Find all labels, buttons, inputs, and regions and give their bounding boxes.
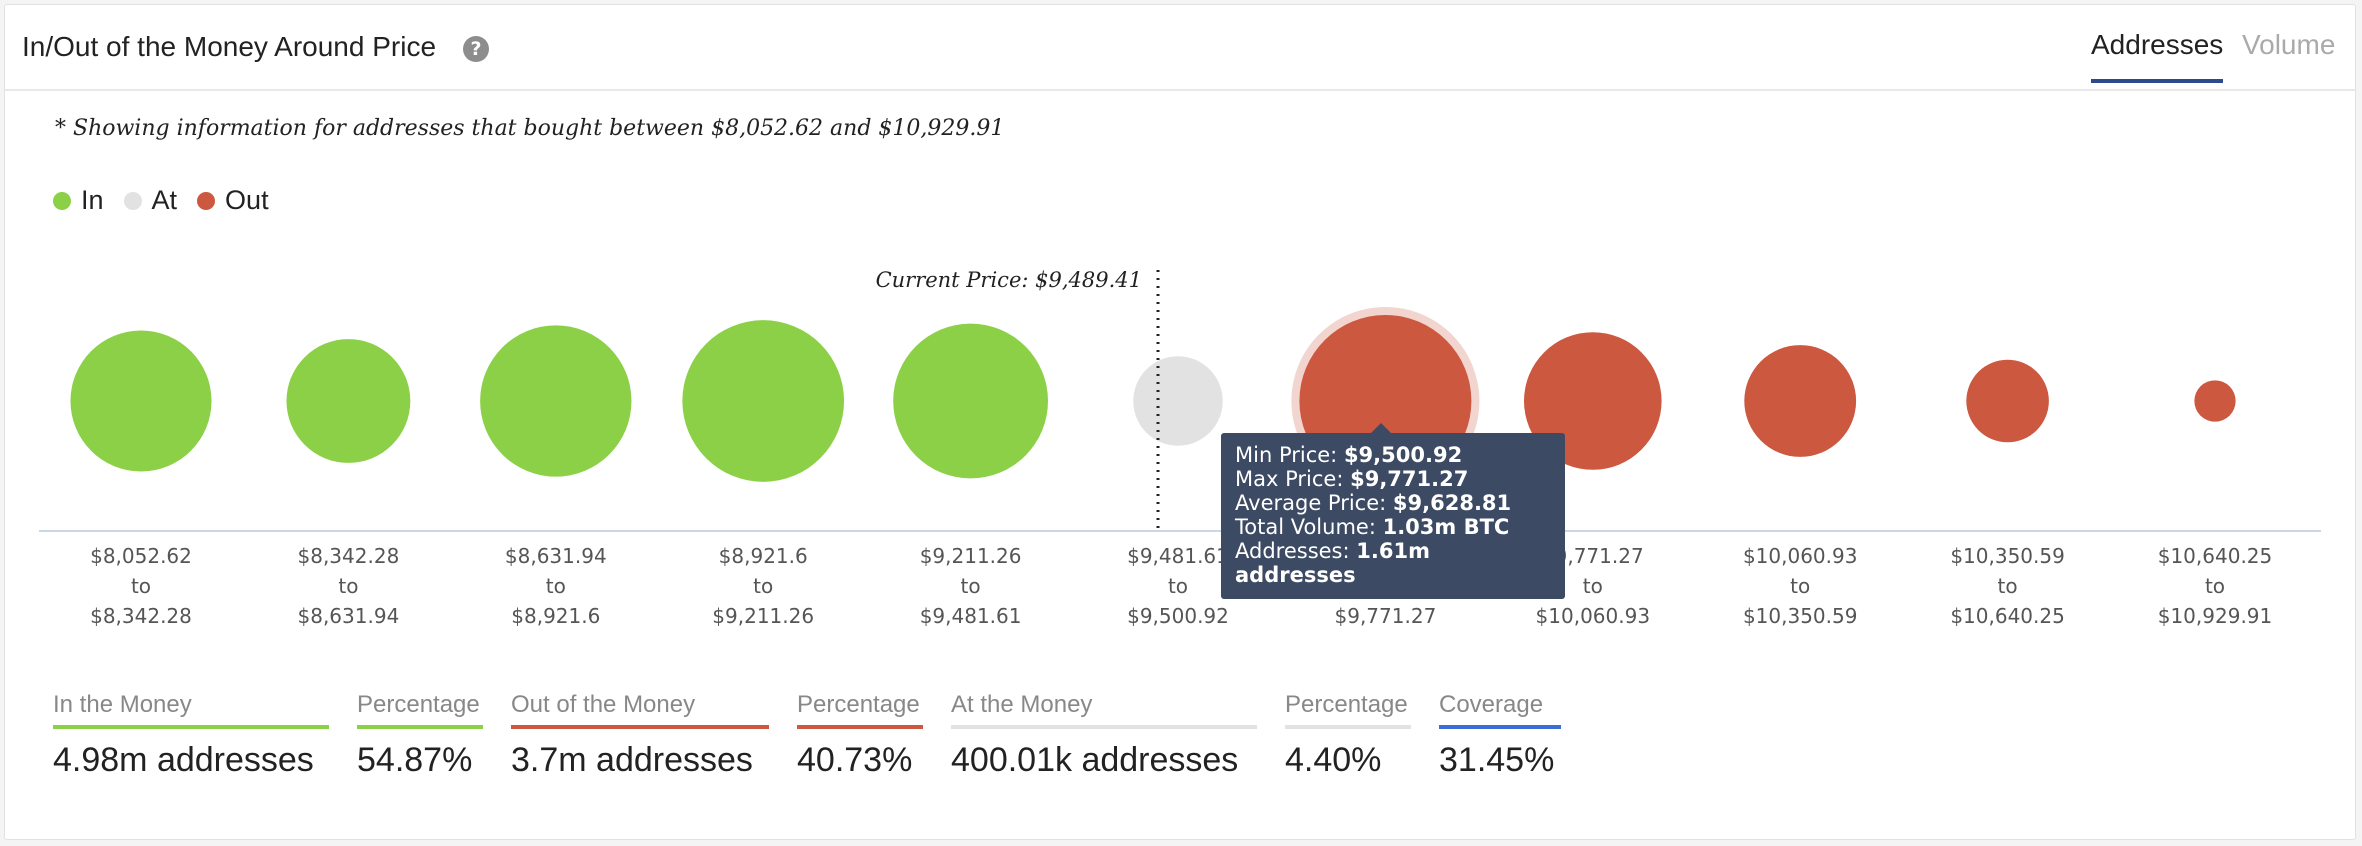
tick-label: $8,631.94	[505, 544, 607, 568]
tooltip-row-volume: Total Volume: 1.03m BTC	[1235, 515, 1510, 539]
tick-label: to	[546, 574, 566, 598]
tick-label: $9,211.26	[920, 544, 1022, 568]
stat-coverage: Coverage 31.45%	[1439, 691, 1561, 780]
tooltip-row-addresses: Addresses: 1.61m addresses	[1235, 539, 1430, 587]
tick-label: $10,350.59	[1743, 604, 1858, 628]
tick-label: $9,500.92	[1127, 604, 1229, 628]
stat-value: 3.7m addresses	[511, 741, 753, 779]
tab-volume[interactable]: Volume	[2242, 29, 2336, 60]
help-icon[interactable]: ?	[463, 36, 489, 62]
legend-item-in[interactable]: In	[53, 185, 104, 216]
current-price-label: Current Price: $9,489.41	[876, 268, 1142, 292]
tick-label: $10,060.93	[1743, 544, 1858, 568]
stat-value: 40.73%	[797, 741, 913, 779]
tick-label: $9,771.27	[1335, 604, 1437, 628]
tick-label: to	[1583, 574, 1603, 598]
tab-addresses[interactable]: Addresses	[2091, 29, 2224, 83]
stat-in-the-money: In the Money 4.98m addresses	[53, 691, 329, 780]
legend-label-out: Out	[225, 185, 269, 215]
tick-label: $8,052.62	[90, 544, 192, 568]
stat-label: Percentage	[357, 691, 483, 729]
tooltip-row-max: Max Price: $9,771.27	[1235, 467, 1469, 491]
stat-out-of-the-money: Out of the Money 3.7m addresses	[511, 691, 769, 780]
tooltip-row-min: Min Price: $9,500.92	[1235, 443, 1463, 467]
tick-label: to	[2205, 574, 2225, 598]
tooltip-row-avg: Average Price: $9,628.81	[1235, 491, 1512, 515]
tick-label: $9,481.61	[1127, 544, 1229, 568]
stat-value: 4.98m addresses	[53, 741, 314, 779]
page-title: In/Out of the Money Around Price	[22, 31, 437, 62]
tick-label: to	[338, 574, 358, 598]
legend-label-at: At	[151, 185, 178, 215]
legend-item-at[interactable]: At	[123, 185, 178, 216]
range-note: * Showing information for addresses that…	[55, 116, 1005, 141]
tick-label: to	[753, 574, 773, 598]
tick-label: to	[961, 574, 981, 598]
stat-label: Out of the Money	[511, 691, 769, 729]
bubble-in[interactable]	[70, 330, 212, 472]
stat-value: 400.01k addresses	[951, 741, 1239, 779]
stat-in-percentage: Percentage 54.87%	[357, 691, 483, 780]
stat-label: At the Money	[951, 691, 1257, 729]
legend-item-out[interactable]: Out	[197, 185, 269, 216]
tick-label: $9,481.61	[920, 604, 1022, 628]
tick-label: to	[1168, 574, 1188, 598]
bubble-at[interactable]	[1133, 356, 1223, 446]
tick-label: $8,342.28	[90, 604, 192, 628]
card-header: In/Out of the Money Around Price ? Addre…	[5, 5, 2355, 91]
stat-value: 4.40%	[1285, 741, 1382, 779]
bubble-in[interactable]	[480, 325, 632, 477]
stat-label: In the Money	[53, 691, 329, 729]
tick-label: $10,640.25	[2158, 544, 2273, 568]
legend-dot-at	[123, 191, 142, 210]
bubble-out[interactable]	[1744, 345, 1857, 457]
bubble-in[interactable]	[286, 339, 411, 463]
stat-value: 31.45%	[1439, 741, 1555, 779]
tick-label: $8,342.28	[298, 544, 400, 568]
tick-label: $9,211.26	[712, 604, 814, 628]
tick-label: $10,060.93	[1536, 604, 1651, 628]
legend-dot-in	[53, 191, 71, 210]
tick-label: $10,640.25	[1950, 604, 2065, 628]
stat-out-percentage: Percentage 40.73%	[797, 691, 923, 780]
stat-at-the-money: At the Money 400.01k addresses	[951, 691, 1257, 780]
bubble-out[interactable]	[2194, 380, 2236, 422]
stat-label: Coverage	[1439, 691, 1561, 729]
tick-label: to	[1790, 574, 1810, 598]
tick-label: $8,631.94	[298, 604, 400, 628]
tooltip-arrow	[1371, 423, 1391, 433]
legend-dot-out	[197, 191, 216, 210]
stat-label: Percentage	[797, 691, 923, 729]
stat-label: Percentage	[1285, 691, 1411, 729]
stat-value: 54.87%	[357, 741, 473, 779]
summary-stats: In the Money 4.98m addresses Percentage …	[53, 691, 1589, 780]
tick-label: $10,350.59	[1950, 544, 2065, 568]
tick-label: $10,929.91	[2158, 604, 2273, 628]
iomap-card: In/Out of the Money Around Price ? Addre…	[4, 4, 2356, 840]
tick-label: to	[1998, 574, 2018, 598]
tick-label: $8,921.6	[511, 604, 600, 628]
bubble-chart: $8,052.62 to $8,342.28 $8,342.28 to $8,631.94…	[39, 268, 2321, 628]
chart-legend: In At Out	[53, 185, 289, 216]
stat-at-percentage: Percentage 4.40%	[1285, 691, 1411, 780]
bubble-in[interactable]	[893, 323, 1048, 479]
tick-label: to	[131, 574, 151, 598]
bucket-tooltip: Min Price: $9,500.92 Max Price: $9,771.2…	[1221, 423, 1565, 599]
legend-label-in: In	[81, 185, 104, 215]
bubble-out[interactable]	[1966, 359, 2049, 443]
tick-label: $8,921.6	[719, 544, 808, 568]
bubble-in[interactable]	[682, 320, 845, 482]
